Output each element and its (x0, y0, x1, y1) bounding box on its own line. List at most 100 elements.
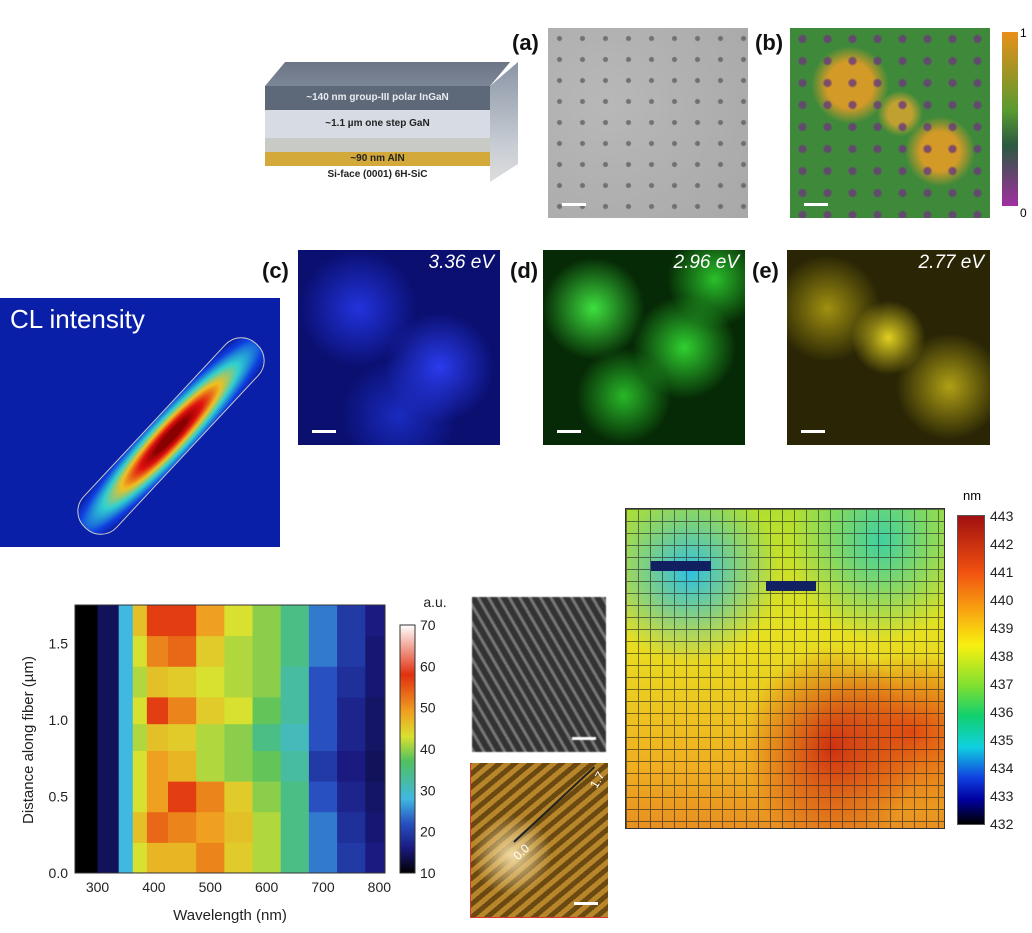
heatmap-cell (365, 781, 386, 813)
energy-label-c: 3.36 eV (428, 252, 495, 273)
heatmap-cell (308, 666, 338, 698)
heatmap-cell (365, 842, 386, 874)
heatmap-cell (196, 781, 225, 813)
heatmap-cell (75, 811, 99, 843)
heatmap-cell (168, 635, 197, 667)
colorbar-tick-label: 60 (420, 658, 436, 674)
heatmap-cell (280, 842, 310, 874)
heatmap-cell (252, 781, 282, 813)
x-tick-label: 400 (142, 879, 166, 895)
colorbar-tick-label: 10 (420, 865, 436, 881)
x-tick-label: 600 (255, 879, 279, 895)
heatmap-cell (337, 781, 366, 813)
peak-wavelength-map (625, 508, 945, 829)
heatmap-cell (224, 605, 254, 637)
heatmap-cell (252, 635, 282, 667)
heatmap-cell (132, 723, 148, 751)
heatmap-cell (118, 842, 134, 874)
fiber-grayscale-image (472, 597, 606, 752)
fiber-marker-end: 1.7 (587, 769, 608, 791)
energy-label-e: 2.77 eV (918, 252, 985, 273)
colorbar-wavelength-tick: 437 (990, 676, 1014, 692)
heatmap-cell (365, 811, 386, 843)
panel-label-d: (d) (510, 258, 539, 283)
heatmap-cell (118, 811, 134, 843)
heatmap-cell (97, 811, 120, 843)
heatmap-cell (168, 723, 197, 751)
colorbar-tick-label: 50 (420, 700, 436, 716)
panel-label-c: (c) (262, 258, 289, 283)
fiber-marker-start: 0.0 (510, 841, 533, 863)
heatmap-cell (224, 781, 254, 813)
heatmap-cell (132, 811, 148, 843)
heatmap-cell (224, 696, 254, 725)
heatmap-cell (168, 666, 197, 698)
heatmap-cell (280, 666, 310, 698)
y-tick-label: 0.0 (49, 865, 69, 881)
heatmap-cell (308, 750, 338, 782)
heatmap-cell (280, 605, 310, 637)
heatmap-cell (75, 750, 99, 782)
colorbar-wavelength-tick: 433 (990, 788, 1014, 804)
cl-intensity-title: CL intensity (10, 304, 145, 334)
colorbar-b-min: 0 (1020, 206, 1027, 220)
heatmap-cell (132, 666, 148, 698)
heatmap-cell (97, 666, 120, 698)
cl-map-277ev: 2.77 eV (787, 250, 990, 445)
colorbar-wavelength-tick: 435 (990, 732, 1014, 748)
heatmap-cell (365, 635, 386, 667)
heatmap-cell (196, 666, 225, 698)
heatmap-cell (118, 723, 134, 751)
heatmap-cell (365, 750, 386, 782)
heatmap-cell (168, 781, 197, 813)
colorbar-label: a.u. (423, 594, 446, 610)
layer-aln: ~90 nm AlN (265, 152, 490, 166)
colorbar-b-max: 1 (1020, 26, 1027, 40)
colorbar-wavelength-unit: nm (963, 488, 982, 503)
heatmap-cell (280, 781, 310, 813)
colorbar-tick-label: 30 (420, 782, 436, 798)
heatmap-cell (97, 723, 120, 751)
heatmap-cell (308, 842, 338, 874)
x-tick-label: 500 (199, 879, 223, 895)
heatmap-cell (224, 811, 254, 843)
heatmap-cell (196, 723, 225, 751)
heatmap-cell (308, 696, 338, 725)
heatmap-cell (308, 635, 338, 667)
colorbar-wavelength-tick: 436 (990, 704, 1014, 720)
colorbar-wavelength-tick: 442 (990, 536, 1014, 552)
heatmap-cell (132, 842, 148, 874)
heatmap-cell (132, 696, 148, 725)
heatmap-cell (308, 723, 338, 751)
heatmap-cell (146, 635, 169, 667)
heatmap-cell (118, 605, 134, 637)
heatmap-cell (252, 605, 282, 637)
colorbar-wavelength-tick: 440 (990, 592, 1014, 608)
y-tick-label: 0.5 (49, 788, 69, 804)
heatmap-cell (337, 811, 366, 843)
heatmap-cell (75, 666, 99, 698)
heatmap-cell (252, 723, 282, 751)
layer-gan: ~1.1 µm one step GaN (265, 110, 490, 138)
heatmap-cell (196, 842, 225, 874)
cl-intensity-panel: CL intensity (0, 298, 280, 547)
heatmap-cell (75, 781, 99, 813)
heatmap-cell (196, 696, 225, 725)
heatmap-cell (365, 605, 386, 637)
cl-map-296ev: 2.96 eV (543, 250, 745, 445)
heatmap-cell (280, 811, 310, 843)
sem-image (548, 28, 748, 218)
colorbar-wavelength-tick: 441 (990, 564, 1014, 580)
layer-stack-diagram: ~140 nm group-III polar InGaN ~1.1 µm on… (265, 62, 520, 197)
colorbar-tick-label: 70 (420, 617, 436, 633)
heatmap-cell (337, 605, 366, 637)
heatmap-cell (337, 842, 366, 874)
heatmap-cell (365, 666, 386, 698)
heatmap-cell (132, 635, 148, 667)
heatmap-cell (224, 635, 254, 667)
heatmap-cell (252, 750, 282, 782)
heatmap-cell (168, 811, 197, 843)
heatmap-cell (75, 842, 99, 874)
heatmap-cell (146, 750, 169, 782)
heatmap-cell (118, 750, 134, 782)
